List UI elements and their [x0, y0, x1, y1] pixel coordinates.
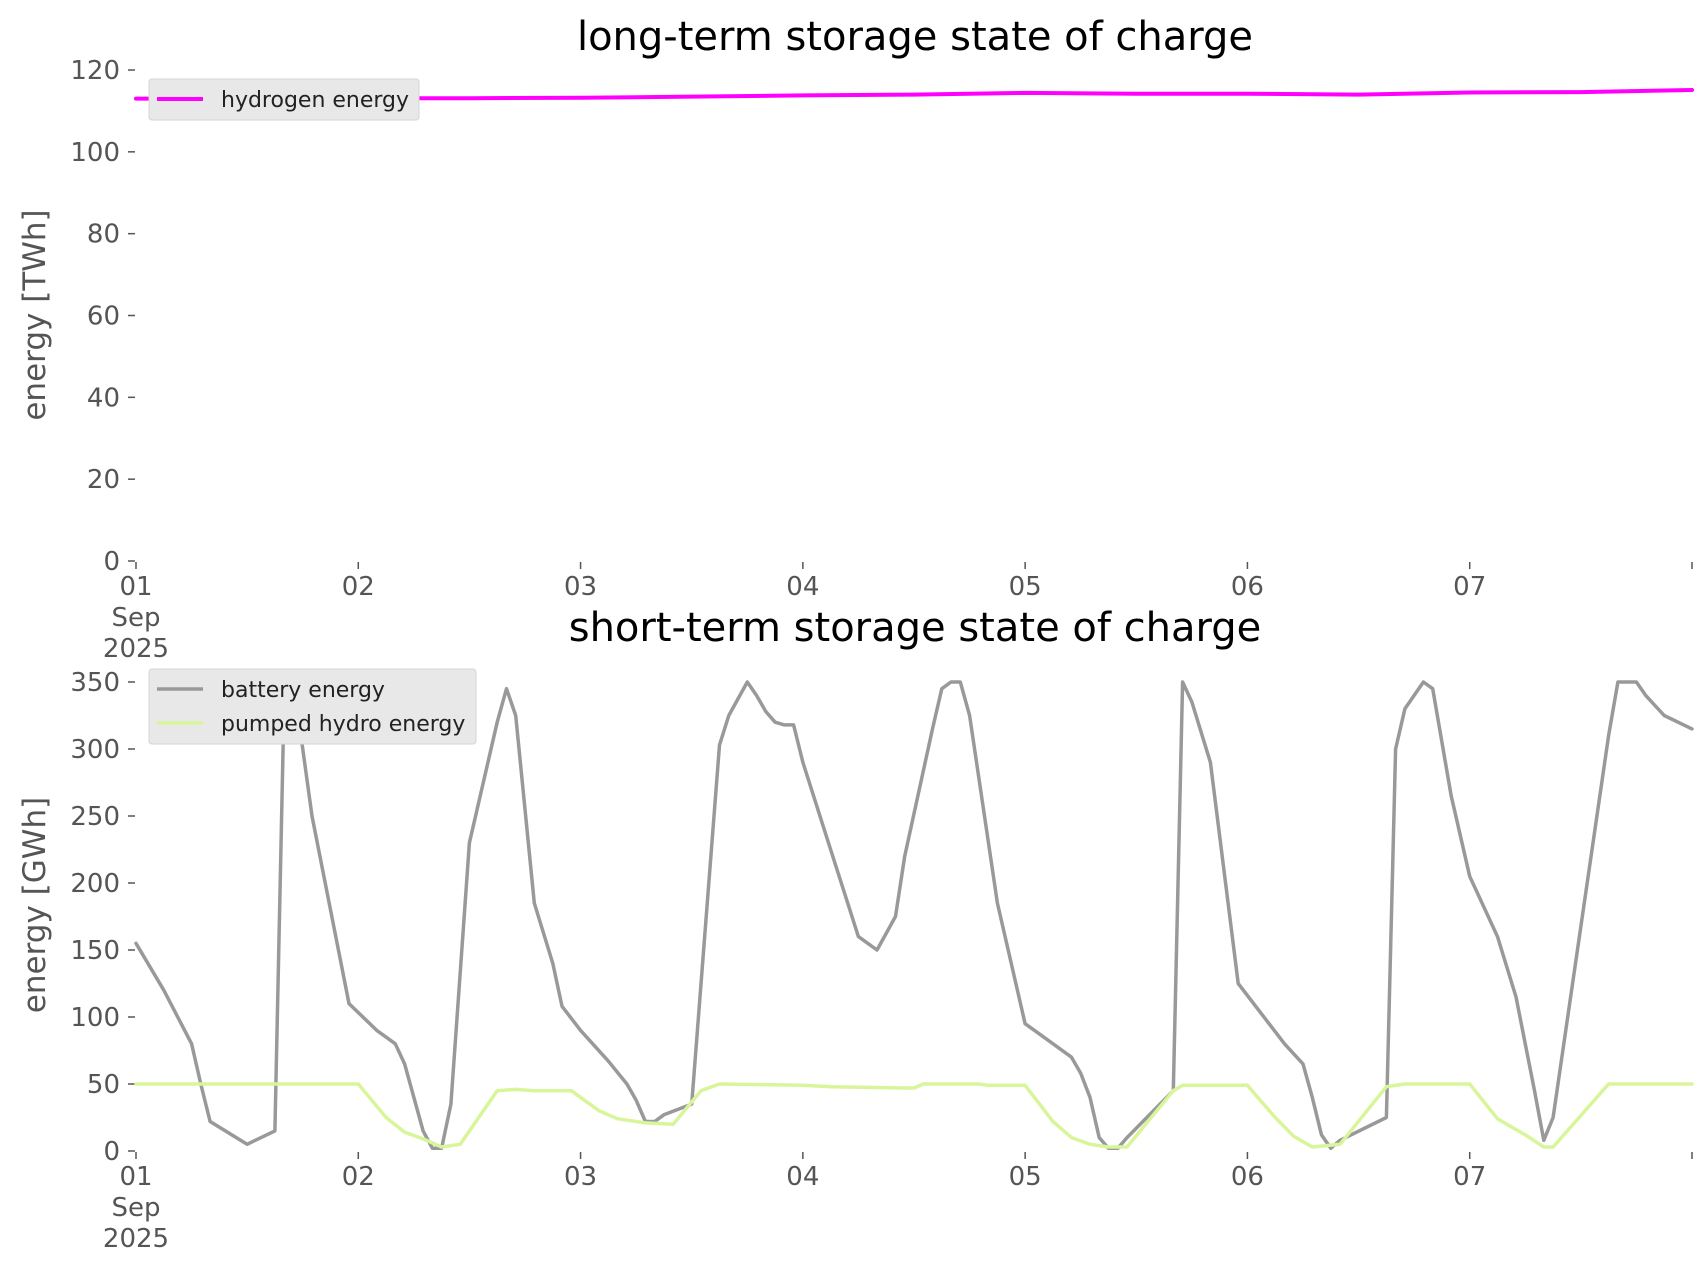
x-tick-label: 03 [564, 1162, 597, 1192]
x-ticks: 01 Sep 2025 02 03 04 05 06 07 [103, 1152, 1693, 1254]
y-tick-label: 350 [70, 668, 120, 698]
plot-lines [134, 680, 1694, 1151]
y-tick-label: 250 [70, 802, 120, 832]
y-tick-label: 0 [103, 1137, 120, 1167]
x-tick-label: 04 [786, 1162, 819, 1192]
y-tick-label: 0 [103, 547, 120, 577]
legend: hydrogen energy [148, 78, 420, 121]
y-ticks: 0 20 40 60 80 100 120 [70, 56, 135, 577]
legend: battery energy pumped hydro energy [148, 668, 477, 745]
chart-long-term: long-term storage state of charge energy… [17, 14, 1694, 664]
y-ticks: 0 50 100 150 200 250 300 350 [70, 668, 135, 1167]
x-ticks: 01 Sep 2025 02 03 04 05 06 07 [103, 562, 1693, 664]
y-tick-label: 50 [87, 1070, 120, 1100]
y-tick-label: 100 [70, 138, 120, 168]
y-tick-label: 100 [70, 1003, 120, 1033]
y-tick-label: 150 [70, 936, 120, 966]
y-axis-label: energy [GWh] [17, 797, 53, 1013]
series-line-pumped-hydro-energy [134, 1082, 1694, 1149]
y-tick-label: 40 [87, 383, 120, 413]
series-line-battery-energy [134, 680, 1694, 1151]
chart-title: short-term storage state of charge [569, 605, 1262, 651]
legend-label: hydrogen energy [221, 88, 409, 113]
x-tick-label: 01 Sep 2025 [103, 572, 169, 664]
x-tick-label: 02 [342, 1162, 375, 1192]
y-tick-label: 300 [70, 735, 120, 765]
x-tick-label: 03 [564, 572, 597, 602]
x-tick-label: 06 [1231, 572, 1264, 602]
legend-label: pumped hydro energy [221, 712, 465, 737]
x-tick-label: 02 [342, 572, 375, 602]
y-tick-label: 200 [70, 869, 120, 899]
y-tick-label: 60 [87, 302, 120, 332]
x-tick-label: 06 [1231, 1162, 1264, 1192]
x-tick-label: 07 [1453, 1162, 1486, 1192]
x-tick-label: 04 [786, 572, 819, 602]
chart-title: long-term storage state of charge [577, 14, 1253, 60]
y-tick-label: 120 [70, 56, 120, 86]
chart-short-term: short-term storage state of charge energ… [17, 605, 1694, 1254]
y-axis-label: energy [TWh] [17, 209, 53, 420]
legend-box [148, 78, 420, 121]
x-tick-label: 01 Sep 2025 [103, 1162, 169, 1254]
x-tick-label: 05 [1009, 1162, 1042, 1192]
legend-label: battery energy [221, 678, 385, 703]
legend-box [148, 668, 477, 745]
y-tick-label: 20 [87, 465, 120, 495]
y-tick-label: 80 [87, 220, 120, 250]
x-tick-label: 05 [1009, 572, 1042, 602]
x-tick-label: 07 [1453, 572, 1486, 602]
